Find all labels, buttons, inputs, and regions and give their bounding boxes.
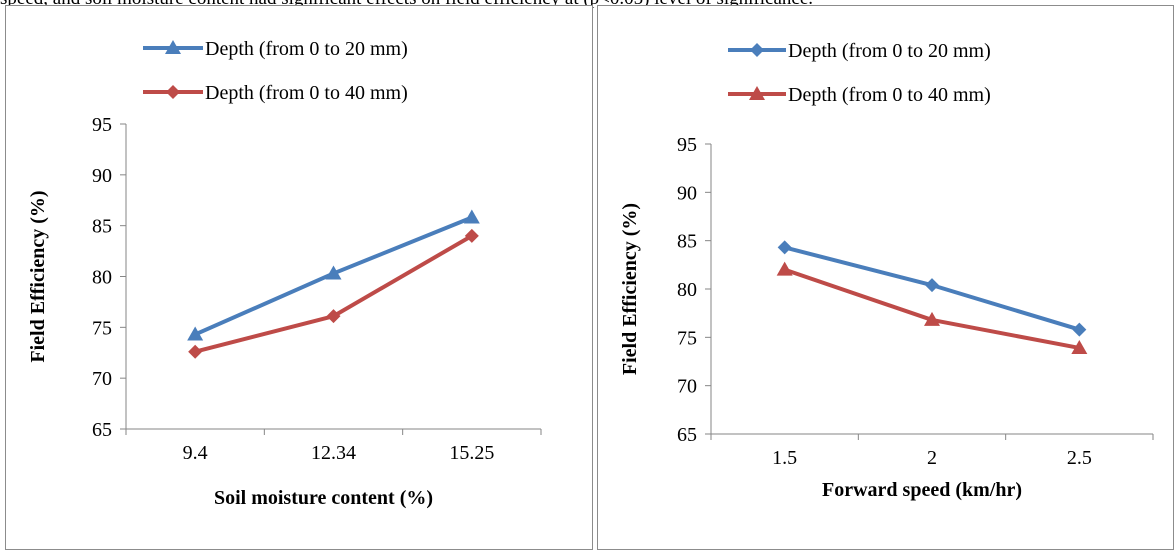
legend-label: Depth (from 0 to 40 mm) [788, 84, 991, 106]
forward-speed-chart: 65 70 75 80 85 90 95 1.5 2 2.5 Forward speed (km/h… [619, 40, 1154, 501]
legend-entry: Depth (from 0 to 40 mm) [728, 84, 991, 106]
x-tick-label: 15.25 [449, 442, 494, 464]
y-tick-label: 70 [677, 376, 697, 398]
data-point [463, 209, 480, 224]
data-point [1072, 322, 1087, 337]
legend-marker [750, 43, 764, 57]
data-point [326, 309, 341, 324]
y-tick-label: 65 [92, 419, 112, 441]
chart-panel-forward-speed: 65 70 75 80 85 90 95 1.5 2 2.5 Forward speed (km/h… [597, 5, 1174, 550]
data-point [187, 326, 204, 341]
data-point [925, 278, 939, 293]
x-tick-label: 1.5 [772, 447, 797, 469]
series-2 [776, 261, 1088, 354]
legend-entry: Depth (from 0 to 20 mm) [728, 40, 991, 62]
data-point [777, 240, 792, 255]
y-tick-label: 95 [92, 114, 112, 136]
data-point [924, 311, 940, 326]
y-tick-label: 65 [677, 424, 697, 446]
y-axis-title: Field Efficiency (%) [27, 190, 49, 362]
x-tick-label: 12.34 [311, 442, 356, 464]
y-tick-label: 85 [92, 216, 112, 238]
y-tick-label: 95 [677, 134, 697, 156]
legend-entry: Depth (from 0 to 40 mm) [143, 82, 408, 104]
series-line [194, 234, 473, 354]
legend-label: Depth (from 0 to 20 mm) [788, 40, 991, 62]
legend-label: Depth (from 0 to 20 mm) [205, 38, 408, 60]
data-point [1071, 339, 1088, 354]
y-tick-label: 90 [677, 182, 697, 204]
y-tick-label: 85 [677, 231, 697, 253]
series-1 [187, 209, 480, 341]
y-tick-label: 80 [677, 279, 697, 301]
series-2 [188, 228, 479, 359]
data-point [776, 261, 793, 276]
chart-panel-soil-moisture: 65 70 75 80 85 90 95 9.4 12.34 15.25 Soil moisture… [5, 5, 593, 550]
legend-entry: Depth (from 0 to 20 mm) [143, 38, 408, 60]
y-tick-label: 90 [92, 165, 112, 187]
data-point [325, 265, 342, 280]
x-axis-title: Soil moisture content (%) [214, 487, 433, 509]
legend-marker [166, 85, 180, 99]
data-point [188, 344, 203, 359]
x-tick-label: 2.5 [1067, 447, 1092, 469]
x-tick-label: 2 [927, 447, 937, 469]
x-axis-title: Forward speed (km/hr) [822, 479, 1022, 501]
soil-moisture-chart: 65 70 75 80 85 90 95 9.4 12.34 15.25 Soil moisture… [27, 38, 542, 509]
legend-marker [165, 40, 181, 54]
y-axis-title: Field Efficiency (%) [619, 203, 641, 375]
legend-marker [749, 86, 765, 100]
legend-label: Depth (from 0 to 40 mm) [205, 82, 408, 104]
y-tick-label: 75 [677, 327, 697, 349]
y-tick-label: 70 [92, 368, 112, 390]
series-1 [777, 240, 1087, 337]
data-point [464, 228, 479, 243]
y-tick-label: 75 [92, 317, 112, 339]
y-tick-label: 80 [92, 267, 112, 289]
x-tick-label: 9.4 [183, 442, 208, 464]
caption-text: speed, and soil moisture content had sig… [0, 0, 1175, 8]
